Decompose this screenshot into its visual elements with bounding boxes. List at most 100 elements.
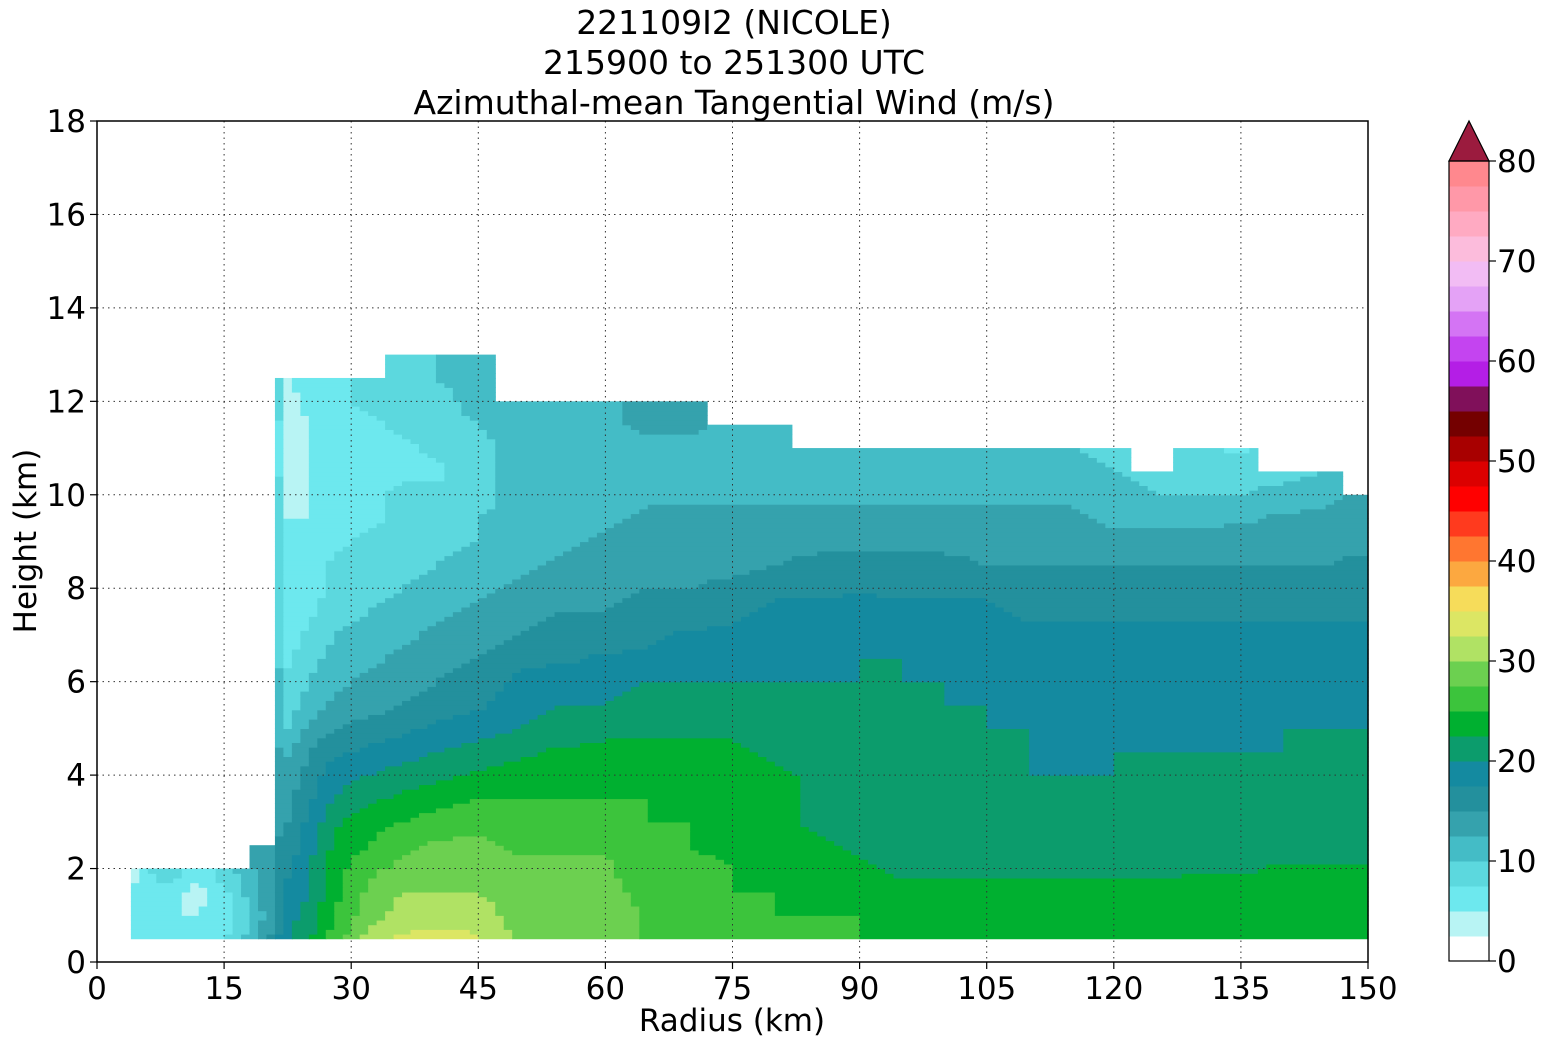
wind-cell bbox=[478, 891, 632, 898]
wind-cell bbox=[274, 700, 285, 706]
wind-cell bbox=[520, 667, 861, 673]
wind-cell bbox=[300, 915, 318, 921]
wind-cell bbox=[385, 420, 479, 426]
wind-cell bbox=[817, 550, 945, 557]
y-tick-label: 0 bbox=[66, 945, 86, 981]
wind-cell bbox=[308, 747, 361, 753]
wind-cell bbox=[757, 606, 1005, 613]
wind-cell bbox=[232, 929, 251, 935]
wind-cell bbox=[283, 686, 310, 692]
wind-cell bbox=[283, 700, 301, 706]
wind-cell bbox=[766, 756, 1030, 762]
wind-cell bbox=[308, 462, 445, 468]
wind-cell bbox=[291, 658, 318, 664]
wind-cell bbox=[325, 653, 386, 659]
wind-cell bbox=[130, 901, 183, 907]
wind-cell bbox=[283, 420, 310, 426]
wind-cell bbox=[418, 448, 496, 454]
wind-cell bbox=[274, 667, 285, 673]
wind-cell bbox=[469, 602, 615, 608]
wind-cell bbox=[283, 882, 310, 888]
wind-cell bbox=[486, 765, 784, 772]
wind-cell bbox=[334, 728, 412, 734]
wind-cell bbox=[308, 686, 344, 692]
wind-cell bbox=[283, 457, 310, 463]
wind-cell bbox=[435, 779, 801, 786]
wind-cell bbox=[740, 616, 1022, 622]
wind-cell bbox=[139, 873, 157, 879]
colorbar-tick-label: 50 bbox=[1497, 444, 1536, 480]
wind-cell bbox=[283, 387, 293, 393]
y-tick-label: 6 bbox=[66, 665, 86, 701]
wind-cell bbox=[283, 583, 327, 589]
colorbar-level bbox=[1449, 261, 1489, 287]
wind-cell bbox=[554, 555, 793, 561]
wind-cell bbox=[800, 807, 1369, 814]
wind-cell bbox=[283, 424, 310, 430]
wind-cell bbox=[766, 564, 1369, 571]
wind-cell bbox=[249, 910, 268, 916]
wind-cell bbox=[317, 737, 386, 743]
wind-cell bbox=[342, 882, 369, 888]
wind-cell bbox=[478, 420, 623, 426]
wind-cell bbox=[283, 592, 327, 599]
wind-cell bbox=[622, 401, 708, 407]
wind-cell bbox=[308, 429, 395, 435]
wind-cell bbox=[402, 789, 801, 795]
wind-cell bbox=[274, 415, 285, 421]
wind-cell bbox=[274, 686, 285, 692]
wind-cell bbox=[308, 681, 352, 687]
wind-cell bbox=[308, 873, 327, 879]
colorbar-level bbox=[1449, 736, 1489, 762]
wind-cell bbox=[198, 905, 234, 912]
wind-cell bbox=[283, 499, 310, 505]
wind-cell bbox=[368, 924, 505, 930]
wind-cell bbox=[317, 779, 352, 786]
wind-cell bbox=[1325, 504, 1369, 510]
wind-cell bbox=[308, 807, 327, 814]
wind-cell bbox=[130, 887, 191, 893]
wind-cell bbox=[1223, 522, 1369, 529]
wind-cell bbox=[385, 368, 437, 374]
colorbar-ticks: 0 10 20 30 40 50 60 70 80 bbox=[1489, 144, 1536, 980]
wind-cell bbox=[385, 359, 437, 365]
wind-cell bbox=[173, 877, 217, 884]
wind-cell bbox=[622, 406, 708, 412]
colorbar-level bbox=[1449, 236, 1489, 262]
wind-cell bbox=[1020, 616, 1369, 622]
wind-cell bbox=[1334, 560, 1369, 566]
wind-cell bbox=[376, 919, 505, 926]
wind-cell bbox=[444, 462, 496, 468]
wind-cell bbox=[495, 457, 1098, 463]
wind-cell bbox=[300, 396, 352, 402]
wind-cell bbox=[774, 910, 1369, 916]
wind-cell bbox=[274, 817, 293, 823]
wind-cell bbox=[546, 662, 861, 669]
wind-cell bbox=[622, 648, 1369, 655]
wind-cell bbox=[198, 910, 234, 916]
wind-cell bbox=[207, 891, 234, 898]
wind-cell bbox=[732, 873, 895, 879]
wind-cell bbox=[452, 550, 564, 557]
wind-cell bbox=[495, 476, 1132, 482]
wind-cell bbox=[791, 770, 1030, 776]
wind-cell bbox=[308, 448, 420, 454]
wind-cell bbox=[274, 779, 301, 786]
wind-cell bbox=[1029, 737, 1284, 743]
wind-cell bbox=[385, 490, 496, 496]
wind-cell bbox=[418, 443, 496, 449]
wind-cell bbox=[274, 784, 301, 790]
wind-cell bbox=[291, 924, 318, 930]
wind-cell bbox=[274, 485, 285, 491]
wind-cell bbox=[283, 606, 318, 613]
wind-cell bbox=[274, 863, 293, 870]
wind-cell bbox=[308, 457, 437, 463]
wind-cell bbox=[317, 845, 335, 851]
wind-cell bbox=[808, 826, 1369, 832]
wind-cell bbox=[317, 602, 378, 608]
wind-cell bbox=[901, 672, 1369, 678]
wind-cell bbox=[800, 789, 1369, 795]
wind-cell bbox=[257, 933, 268, 940]
wind-cell bbox=[274, 705, 285, 711]
wind-cell bbox=[257, 901, 276, 907]
